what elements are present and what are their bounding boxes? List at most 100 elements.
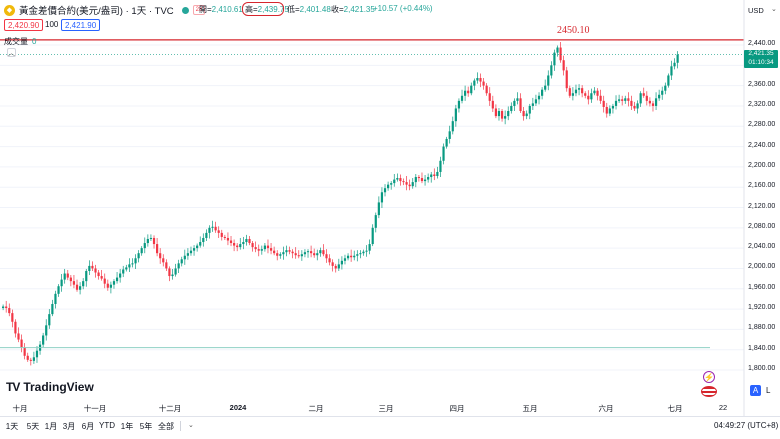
- symbol-title[interactable]: 黃金差價合約(美元/盎司) · 1天 · TVC: [19, 6, 174, 17]
- candle: [2, 304, 5, 311]
- candle: [467, 86, 470, 97]
- candle: [423, 175, 427, 186]
- candle: [266, 239, 270, 254]
- candle: [325, 249, 328, 263]
- candle: [651, 100, 655, 112]
- sell-button[interactable]: 2,420.90: [4, 19, 44, 31]
- candle: [614, 95, 618, 110]
- candle: [448, 125, 451, 144]
- candle: [57, 284, 60, 297]
- candle: [350, 249, 353, 262]
- candle: [673, 58, 676, 70]
- range-button[interactable]: 5年: [139, 422, 153, 431]
- candle: [322, 244, 325, 257]
- candle: [23, 343, 26, 360]
- price-tick-label: 2,240.00: [748, 141, 776, 149]
- auto-scale-button[interactable]: A: [750, 385, 761, 396]
- range-button[interactable]: 全部: [158, 422, 174, 431]
- volume-value: 0: [32, 37, 37, 46]
- candle: [128, 258, 131, 272]
- toolbar-divider: [0, 416, 780, 417]
- candle: [611, 103, 615, 114]
- candle: [334, 263, 337, 273]
- candle: [103, 273, 106, 289]
- candle: [254, 241, 257, 253]
- symbol-header[interactable]: ◆ 黃金差價合約(美元/盎司) · 1天 · TVC 28: [4, 3, 206, 17]
- currency-selector[interactable]: USD: [748, 6, 764, 15]
- candle: [380, 187, 384, 209]
- data-badge[interactable]: 28: [192, 5, 206, 15]
- candle: [306, 249, 310, 258]
- candle: [276, 250, 279, 261]
- candle: [374, 212, 377, 233]
- log-scale-button[interactable]: L: [766, 386, 771, 395]
- range-button[interactable]: 6月: [81, 422, 95, 431]
- range-button[interactable]: 1年: [120, 422, 134, 431]
- ohlc-open: 開=2,410.61: [199, 5, 243, 14]
- time-tick-label: 三月: [378, 404, 394, 413]
- clock[interactable]: 04:49:27 (UTC+8): [714, 421, 779, 430]
- candle: [599, 89, 602, 104]
- candle: [417, 175, 420, 182]
- collapse-legend-button[interactable]: ︿: [7, 48, 16, 57]
- candle: [411, 178, 414, 189]
- candle: [445, 136, 448, 149]
- candle: [260, 245, 263, 255]
- chevron-down-icon[interactable]: ⌄: [771, 6, 777, 13]
- candle: [658, 89, 661, 101]
- candle: [45, 319, 48, 341]
- candle: [337, 258, 340, 271]
- range-button[interactable]: 1天: [5, 422, 19, 431]
- volume-indicator[interactable]: 成交量 0: [4, 36, 36, 47]
- candle: [20, 334, 23, 353]
- candle: [125, 264, 128, 272]
- calendar-chevron-icon[interactable]: ⌄: [188, 422, 194, 429]
- range-button[interactable]: YTD: [99, 421, 115, 430]
- candle: [605, 102, 608, 118]
- annotation-text[interactable]: 2450.10: [557, 25, 590, 36]
- candle: [654, 92, 658, 110]
- candle: [140, 246, 143, 256]
- candle: [525, 110, 528, 120]
- candle: [624, 95, 627, 104]
- range-button[interactable]: 1月: [44, 422, 58, 431]
- candle: [285, 245, 288, 257]
- market-status-icon: [181, 6, 189, 14]
- candle: [14, 319, 17, 338]
- candle: [553, 49, 556, 71]
- candle: [303, 249, 307, 258]
- brand-name: TradingView: [23, 380, 94, 394]
- tradingview-logo[interactable]: TV TradingView: [6, 380, 94, 394]
- price-tick-label: 1,800.00: [748, 365, 776, 372]
- time-tick-label: 十二月: [158, 404, 182, 413]
- candle: [642, 87, 645, 98]
- candle: [343, 254, 347, 265]
- time-tick-label: 五月: [522, 404, 538, 413]
- buy-button[interactable]: 2,421.90: [61, 19, 101, 31]
- candle: [248, 235, 251, 246]
- candle: [451, 116, 454, 135]
- candle: [340, 256, 343, 270]
- candle: [522, 106, 525, 121]
- candle: [541, 87, 544, 100]
- candle: [359, 250, 362, 259]
- candle: [196, 243, 199, 252]
- candle: [402, 178, 405, 186]
- candle: [331, 259, 334, 272]
- range-button[interactable]: 3月: [62, 422, 76, 431]
- candle: [11, 309, 14, 328]
- lightning-icon[interactable]: ⚡: [703, 371, 715, 383]
- grid: [0, 44, 744, 371]
- candle: [294, 247, 297, 259]
- ohlc-change: +10.57 (+0.44%): [373, 4, 433, 13]
- gold-icon: ◆: [4, 4, 15, 16]
- candle: [639, 91, 642, 107]
- candle: [470, 82, 473, 96]
- candle: [220, 229, 223, 241]
- candle: [48, 309, 51, 329]
- range-button[interactable]: 5天: [26, 422, 40, 431]
- candle: [661, 86, 664, 100]
- price-tick-label: 2,160.00: [748, 182, 776, 190]
- us-flag-icon[interactable]: [701, 386, 717, 397]
